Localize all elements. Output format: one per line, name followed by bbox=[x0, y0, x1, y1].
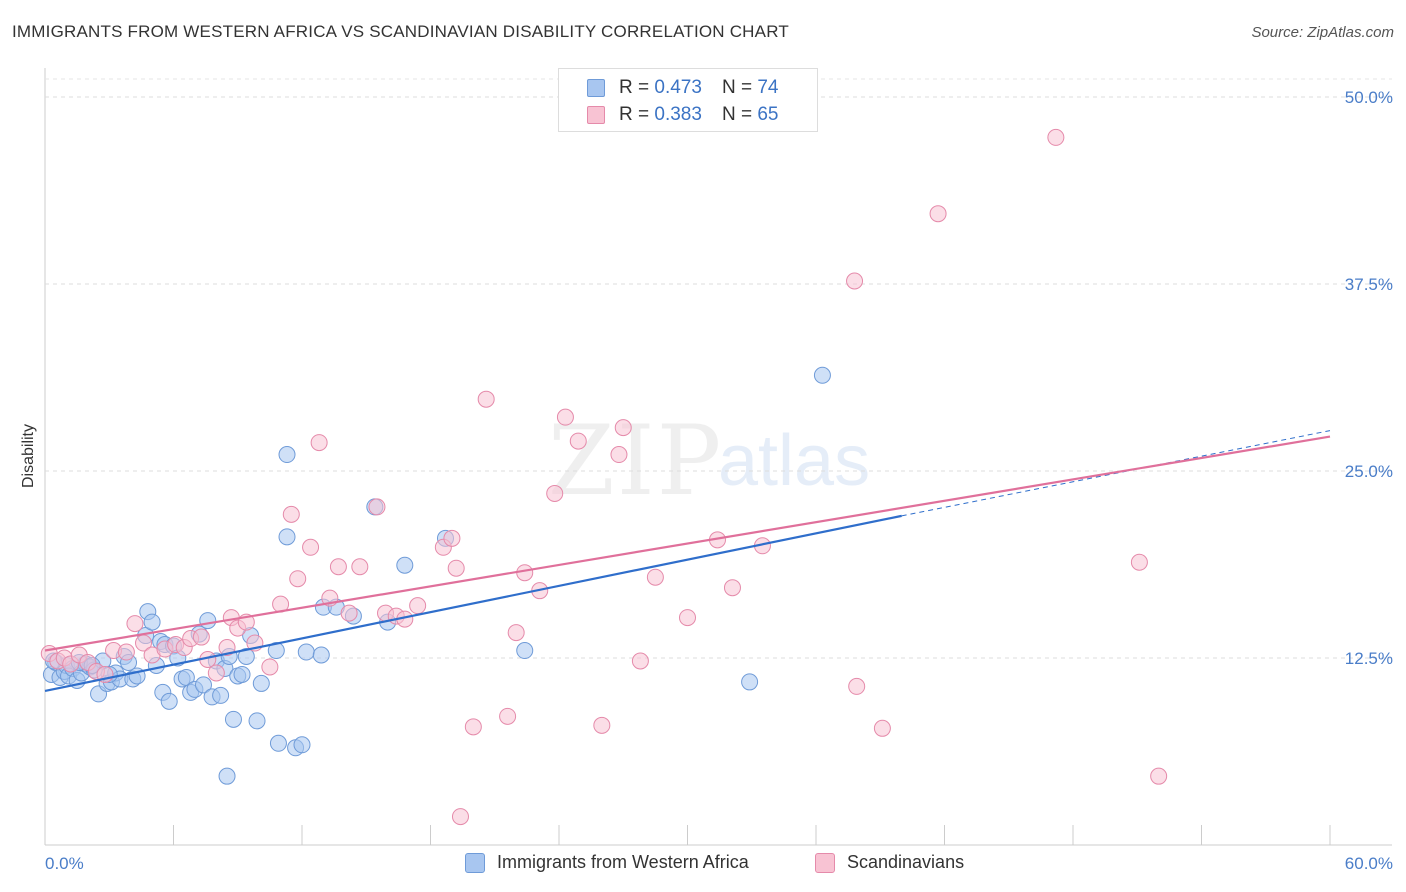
data-point bbox=[451, 808, 469, 826]
data-point bbox=[368, 498, 386, 516]
bottom-legend-western-africa: Immigrants from Western Africa bbox=[465, 852, 749, 873]
y-tick-label: 25.0% bbox=[1345, 462, 1393, 481]
data-point bbox=[261, 658, 279, 676]
data-point bbox=[267, 642, 285, 660]
bottom-legend-label-scandinavians: Scandinavians bbox=[847, 852, 965, 872]
data-point bbox=[297, 643, 315, 661]
data-point bbox=[646, 568, 664, 586]
data-point bbox=[199, 612, 217, 630]
data-point bbox=[302, 538, 320, 556]
y-tick-label: 12.5% bbox=[1345, 649, 1393, 668]
bottom-legend-label-western-africa: Immigrants from Western Africa bbox=[497, 852, 749, 872]
data-point bbox=[329, 558, 347, 576]
data-point bbox=[499, 707, 517, 725]
data-point bbox=[212, 686, 230, 704]
data-point bbox=[192, 628, 210, 646]
data-point bbox=[269, 734, 287, 752]
trend-line bbox=[44, 435, 1331, 652]
legend-swatch-blue bbox=[587, 79, 605, 97]
watermark-atlas: atlas bbox=[718, 421, 871, 501]
data-point bbox=[610, 446, 628, 464]
data-point bbox=[1150, 767, 1168, 785]
data-point bbox=[237, 648, 255, 666]
data-point bbox=[569, 432, 587, 450]
data-point bbox=[873, 719, 891, 737]
bottom-legend-scandinavians: Scandinavians bbox=[815, 852, 964, 873]
data-point bbox=[1130, 553, 1148, 571]
x-tick-label: 60.0% bbox=[1345, 854, 1393, 873]
data-point bbox=[631, 652, 649, 670]
data-point bbox=[723, 579, 741, 597]
data-point bbox=[396, 556, 414, 574]
legend-n-label: N = bbox=[721, 104, 753, 125]
data-point bbox=[546, 484, 564, 502]
data-point bbox=[248, 712, 266, 730]
data-point bbox=[143, 613, 161, 631]
data-point bbox=[340, 604, 358, 622]
data-point bbox=[194, 676, 212, 694]
data-point bbox=[848, 677, 866, 695]
data-point bbox=[312, 646, 330, 664]
data-point bbox=[507, 624, 525, 642]
legend-swatch-pink bbox=[587, 106, 605, 124]
data-point bbox=[516, 564, 534, 582]
data-point bbox=[593, 716, 611, 734]
legend-n-value-blue: 74 bbox=[757, 77, 779, 98]
data-point bbox=[679, 609, 696, 627]
data-point bbox=[310, 434, 328, 452]
data-point bbox=[224, 710, 242, 728]
legend-row-scandinavians: R = 0.383 N = 65 bbox=[587, 104, 778, 126]
legend-row-western-africa: R = 0.473 N = 74 bbox=[587, 77, 778, 99]
data-point bbox=[160, 692, 178, 710]
data-point bbox=[278, 446, 296, 464]
data-point bbox=[813, 366, 831, 384]
data-point bbox=[252, 674, 270, 692]
data-point bbox=[233, 665, 251, 683]
source-credit: Source: ZipAtlas.com bbox=[1251, 24, 1394, 41]
data-point bbox=[293, 736, 311, 754]
y-tick-label: 37.5% bbox=[1345, 275, 1393, 294]
legend-r-value-blue: 0.473 bbox=[654, 77, 702, 98]
data-point bbox=[614, 419, 632, 437]
y-tick-label: 50.0% bbox=[1345, 88, 1393, 107]
data-point bbox=[409, 597, 427, 615]
data-point bbox=[117, 643, 135, 661]
legend-n-label: N = bbox=[721, 77, 753, 98]
trend-line bbox=[44, 514, 902, 692]
data-point bbox=[218, 767, 236, 785]
data-point bbox=[929, 205, 947, 223]
correlation-legend: R = 0.473 N = 74 R = 0.383 N = 65 bbox=[558, 68, 818, 132]
legend-r-value-pink: 0.383 bbox=[654, 104, 702, 125]
data-point bbox=[443, 529, 461, 547]
x-tick-label: 0.0% bbox=[45, 854, 84, 873]
data-point bbox=[282, 505, 300, 523]
data-point bbox=[278, 528, 296, 546]
bottom-legend-swatch-pink bbox=[815, 852, 835, 873]
watermark-zip: ZIP bbox=[548, 405, 724, 517]
data-point bbox=[846, 272, 864, 290]
bottom-legend-swatch-blue bbox=[465, 852, 485, 873]
data-point bbox=[207, 664, 225, 682]
data-point bbox=[218, 639, 236, 657]
data-point bbox=[741, 673, 759, 691]
data-point bbox=[351, 558, 369, 576]
data-point bbox=[464, 718, 482, 736]
data-point bbox=[477, 390, 495, 408]
legend-r-label: R = bbox=[619, 77, 650, 98]
data-point bbox=[447, 559, 465, 577]
data-point bbox=[289, 570, 307, 588]
data-point bbox=[516, 642, 534, 660]
data-point bbox=[126, 615, 144, 633]
legend-n-value-pink: 65 bbox=[757, 104, 779, 125]
chart-title: IMMIGRANTS FROM WESTERN AFRICA VS SCANDI… bbox=[12, 22, 789, 41]
data-point bbox=[1047, 128, 1065, 146]
legend-r-label: R = bbox=[619, 104, 650, 125]
data-point bbox=[556, 408, 574, 426]
